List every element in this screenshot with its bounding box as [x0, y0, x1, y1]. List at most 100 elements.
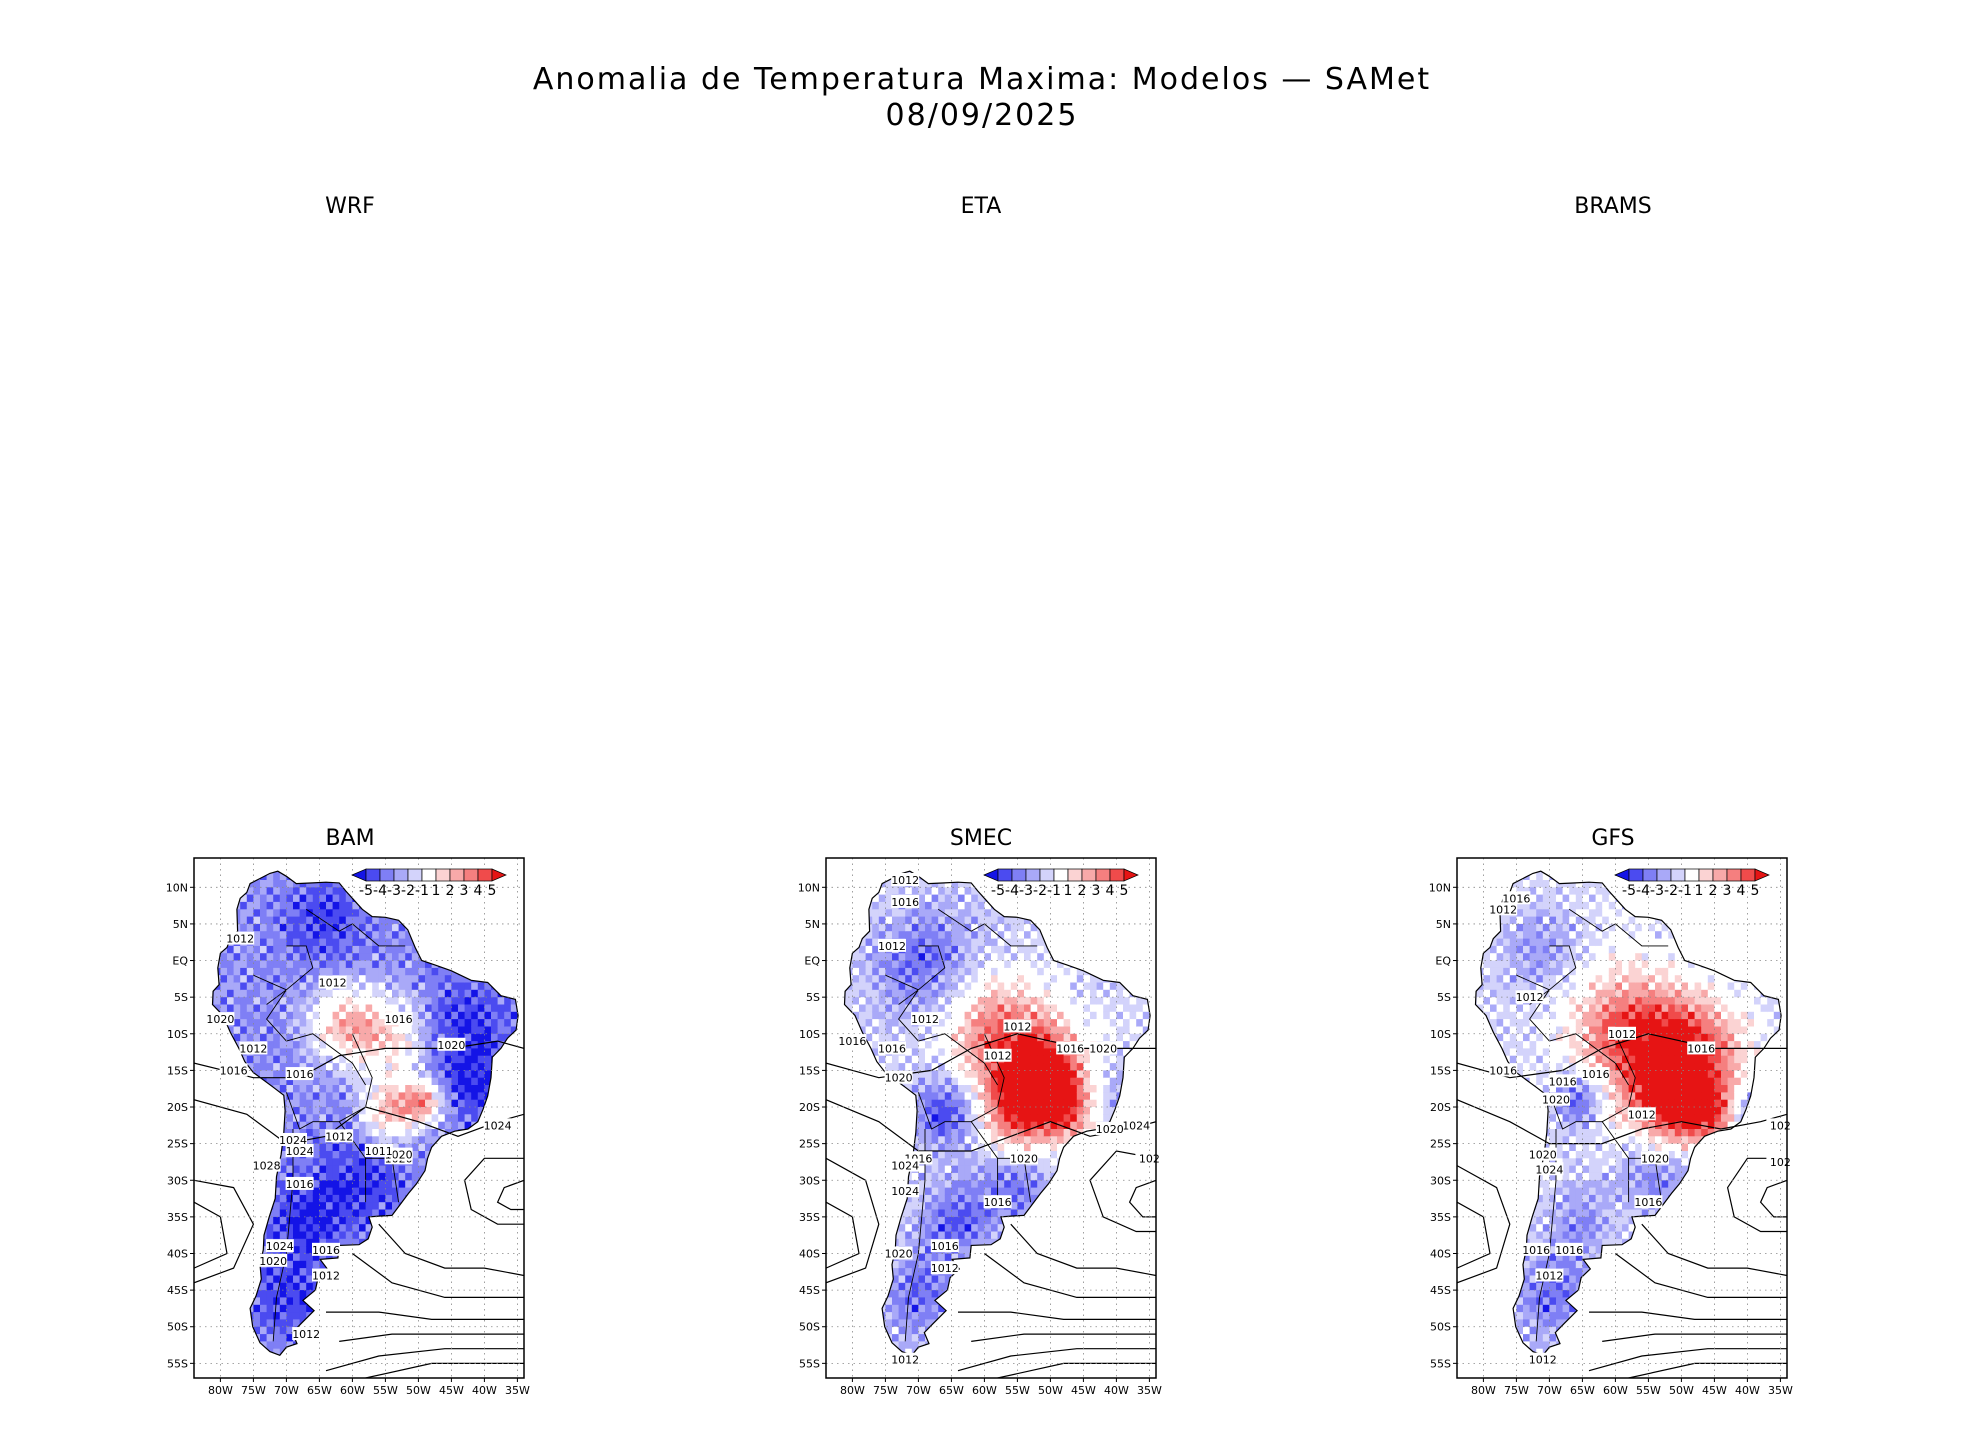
contour-label: 1012	[292, 1328, 320, 1341]
country-border	[917, 1092, 972, 1130]
isobar	[1457, 1033, 1787, 1079]
lat-tick-label: 45S	[799, 1284, 820, 1297]
contour-label: 1020	[259, 1255, 287, 1268]
map-panel-bam: 1012 1012 1020 1012 1016 1016 1016 1020 1024 1012…	[166, 857, 530, 1397]
colorbar-cell	[1628, 868, 1644, 882]
contour-label: 1024	[1122, 1119, 1150, 1132]
colorbar-label: -1	[1047, 883, 1061, 899]
anomaly-field	[844, 871, 1151, 1356]
lon-tick-label: 75W	[1504, 1384, 1529, 1397]
colorbar-label: -1	[1678, 883, 1692, 899]
contour-label-bg	[1502, 891, 1531, 905]
colorbar-cell	[1053, 868, 1069, 882]
map-panel-smec: 1012 1016 1012 1012 1016 1012 1016 1020 1016 1020…	[798, 857, 1164, 1397]
colorbar-label: 4	[474, 883, 483, 899]
isobar	[1589, 1311, 1787, 1320]
colorbar-arrow-high	[491, 868, 507, 882]
contour-label: 1020	[1641, 1152, 1669, 1165]
lat-tick-label: 10N	[1429, 881, 1451, 894]
contour-label-bg	[285, 1143, 314, 1157]
isobar	[1628, 1362, 1787, 1378]
lat-tick-label: EQ	[1435, 955, 1451, 968]
colorbar-cell	[997, 868, 1013, 882]
contour-label: 1016	[838, 1035, 866, 1048]
colorbar-label: 5	[488, 883, 497, 899]
contour-label: 1016	[1489, 1064, 1517, 1077]
contour-label: 1020	[1096, 1123, 1124, 1136]
contour-label: 1012	[312, 1269, 340, 1282]
colorbar-label: 5	[1120, 883, 1129, 899]
contour-label: 1016	[385, 1013, 413, 1026]
lon-tick-label: 70W	[906, 1384, 931, 1397]
contour-label-bg	[1489, 902, 1518, 916]
contour-label-bg	[930, 1239, 959, 1253]
lat-tick-label: 25S	[1430, 1138, 1451, 1151]
contour-label-bg	[226, 931, 255, 945]
colorbar-cell	[1067, 868, 1083, 882]
lon-tick-label: 65W	[939, 1384, 964, 1397]
contour-label-bg	[983, 1048, 1012, 1062]
contour-label-bg	[252, 1158, 281, 1172]
map-panel-gfs: 1016101210121012101610161012101610201020…	[1429, 857, 1795, 1397]
contour-label-bg	[1528, 1352, 1557, 1366]
contour-label: 1016	[1582, 1068, 1610, 1081]
colorbar-label: 3	[460, 883, 469, 899]
lon-tick-label: 45W	[1071, 1384, 1096, 1397]
contour-label: 1020	[206, 1013, 234, 1026]
colorbar-cell	[1670, 868, 1686, 882]
contour-label: 1016	[312, 1244, 340, 1257]
contour-label: 1012	[1535, 1269, 1563, 1282]
coastline	[1474, 870, 1782, 1357]
contour-label: 1016	[1549, 1075, 1577, 1088]
colorbar-cell	[1081, 868, 1097, 882]
colorbar-cell	[1684, 868, 1700, 882]
lon-tick-label: 60W	[1603, 1384, 1628, 1397]
lon-tick-label: 75W	[873, 1384, 898, 1397]
isobar	[1010, 1223, 1156, 1277]
contour-label: 1016	[1522, 1244, 1550, 1257]
contour-label: 1012	[325, 1130, 353, 1143]
contour-label-bg	[878, 938, 906, 952]
lat-tick-label: 10S	[1430, 1028, 1451, 1041]
contour-label: 1024	[286, 1145, 314, 1158]
contour-label-bg	[285, 1067, 314, 1081]
lon-tick-label: 75W	[241, 1384, 266, 1397]
contour-label: 1012	[1516, 991, 1544, 1004]
lat-tick-label: 30S	[1430, 1174, 1451, 1187]
colorbar-arrow-high	[1754, 868, 1770, 882]
lat-tick-label: 50S	[1430, 1321, 1451, 1334]
contour-label: 1016	[931, 1240, 959, 1253]
isobar	[1457, 1201, 1491, 1269]
contour-label: 1020	[885, 1072, 913, 1085]
contour-label: 1016	[286, 1068, 314, 1081]
colorbar-label: -2	[401, 883, 415, 899]
isobar	[971, 1333, 1156, 1342]
colorbar-cell	[1109, 868, 1125, 882]
contour-label-bg	[1522, 1242, 1551, 1256]
colorbar-cell	[1656, 868, 1672, 882]
contour-label: 1016	[1687, 1042, 1715, 1055]
lat-tick-label: 50S	[167, 1321, 188, 1334]
contour-label: 1020	[1529, 1149, 1557, 1162]
contour-label: 1012	[226, 933, 254, 946]
lat-tick-label: 15S	[167, 1064, 188, 1077]
colorbar-arrow-high	[1123, 868, 1139, 882]
country-border	[1568, 908, 1669, 947]
contour-label-bg	[930, 1261, 959, 1275]
contour-label: 1016	[220, 1064, 248, 1077]
isobar	[1089, 1150, 1156, 1233]
lat-tick-label: 40S	[1430, 1247, 1451, 1260]
lat-tick-label: 5S	[174, 991, 188, 1004]
contour-label-bg	[983, 1195, 1012, 1209]
colorbar-cell	[1039, 868, 1055, 882]
colorbar-label: 3	[1092, 883, 1101, 899]
contour-label: 1012	[878, 940, 906, 953]
lon-tick-label: 35W	[505, 1384, 530, 1397]
lat-tick-label: 25S	[167, 1138, 188, 1151]
country-border	[898, 945, 946, 1005]
contour-label: 1016	[1634, 1196, 1662, 1209]
contour-label: 1024	[1535, 1163, 1563, 1176]
lat-tick-label: 30S	[799, 1174, 820, 1187]
contour-label: 1020	[1010, 1152, 1038, 1165]
contour-label-bg	[911, 1012, 939, 1026]
